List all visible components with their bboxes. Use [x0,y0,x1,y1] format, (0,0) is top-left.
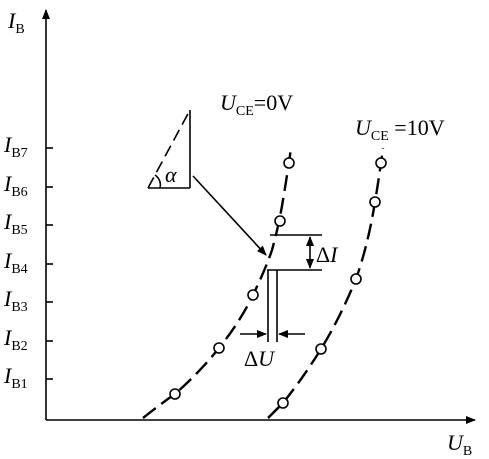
delta-u-label: ΔU [244,346,276,371]
angle-label: α [165,162,177,187]
y-tick-label: IB2 [3,325,28,354]
curve-label: UCE =10V [355,115,445,144]
delta-i: ΔI [267,234,339,271]
y-tick-label: IB1 [3,363,28,392]
y-tick-label: IB4 [3,248,28,277]
curve-10v [267,147,385,419]
y-tick-label: IB6 [3,171,28,200]
slope-triangle: α [147,109,267,256]
y-tick-label: IB3 [3,286,28,315]
y-tick-label: IB5 [3,209,28,238]
y-ticks: IB7 IB6 IB5 IB4 IB3 IB2 IB1 [3,132,53,392]
x-axis-label: UB [447,430,472,459]
delta-i-label: ΔI [316,242,339,267]
curve-label: UCE=0V [220,90,293,119]
y-tick-label: IB7 [3,132,28,161]
y-axis-label: IB [7,8,25,37]
delta-u: ΔU [240,270,305,371]
points [169,157,387,409]
